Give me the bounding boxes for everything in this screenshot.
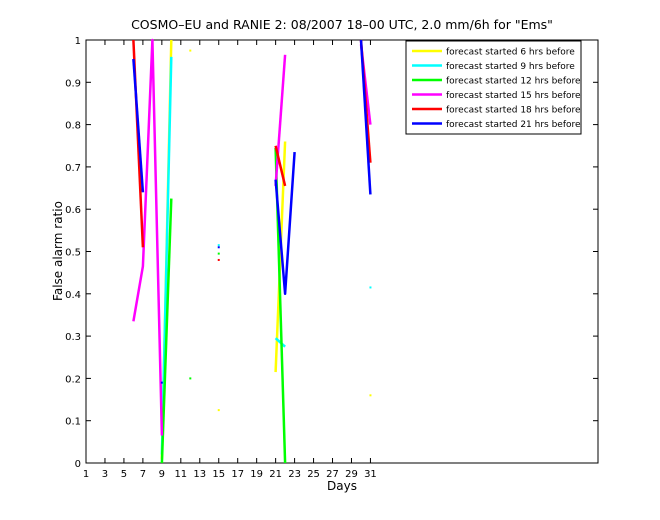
- series-line-4: [132, 38, 164, 436]
- series-point-1: [217, 409, 220, 412]
- y-tick-label: 0.2: [65, 374, 81, 385]
- x-axis-label: Days: [327, 479, 357, 493]
- x-tick-label: 29: [345, 469, 358, 480]
- series-point-6: [160, 381, 163, 384]
- x-tick-label: 7: [140, 469, 146, 480]
- x-tick-label: 5: [121, 469, 127, 480]
- legend-entry: forecast started 12 hrs before: [446, 77, 581, 87]
- x-tick-label: 25: [307, 469, 320, 480]
- series-line-5: [274, 145, 287, 187]
- legend-box: [405, 40, 582, 135]
- series-point-2: [217, 244, 220, 247]
- x-tick-label: 1: [83, 469, 89, 480]
- x-tick-label: 15: [212, 469, 225, 480]
- y-tick-label: 0.3: [65, 332, 81, 343]
- series-point-5: [217, 258, 220, 261]
- x-tick-label: 23: [288, 469, 301, 480]
- y-axis-label: False alarm ratio: [51, 201, 65, 301]
- y-tick-label: 0.6: [65, 205, 81, 216]
- series-point-3: [217, 252, 220, 255]
- chart-title: COSMO–EU and RANIE 2: 08/2007 18–00 UTC,…: [131, 17, 553, 32]
- series-line-6: [274, 152, 296, 296]
- x-tick-label: 19: [250, 469, 263, 480]
- series-point-1: [369, 394, 372, 397]
- x-tick-label: 3: [102, 469, 108, 480]
- series-point-3: [189, 377, 192, 380]
- y-tick-label: 0.1: [65, 417, 81, 428]
- series-group: [132, 38, 372, 464]
- x-tick-label: 31: [364, 469, 377, 480]
- x-tick-label: 11: [174, 469, 187, 480]
- series-line-4: [274, 54, 287, 186]
- y-tick-label: 0.5: [65, 248, 81, 259]
- y-tick-label: 0: [75, 459, 81, 470]
- y-tick-label: 0.7: [65, 163, 81, 174]
- series-point-1: [189, 49, 192, 52]
- y-tick-label: 1: [75, 36, 81, 47]
- legend-entry: forecast started 9 hrs before: [446, 62, 575, 72]
- x-axis: 1 3 5 7 9 11 13 15 17 19 21 23 25 27 29 31: [83, 40, 377, 480]
- x-tick-label: 21: [269, 469, 282, 480]
- y-tick-label: 0.9: [65, 78, 81, 89]
- x-tick-label: 17: [231, 469, 244, 480]
- legend: forecast started 6 hrs before forecast st…: [405, 40, 582, 135]
- legend-entry: forecast started 15 hrs before: [446, 91, 581, 101]
- series-line-3: [160, 198, 173, 464]
- y-tick-label: 0.8: [65, 121, 81, 132]
- legend-entry: forecast started 18 hrs before: [446, 106, 581, 116]
- series-point-6: [217, 246, 220, 249]
- y-axis: 0 0.1 0.2 0.3 0.4 0.5 0.6 0.7 0.8 0.9 1: [65, 36, 598, 470]
- series-line-6: [132, 58, 145, 193]
- x-tick-label: 13: [193, 469, 206, 480]
- x-tick-label: 27: [326, 469, 339, 480]
- y-tick-label: 0.4: [65, 290, 81, 301]
- series-point-2: [369, 286, 372, 289]
- legend-entry: forecast started 21 hrs before: [446, 120, 581, 130]
- legend-entry: forecast started 6 hrs before: [446, 48, 575, 58]
- x-tick-label: 9: [159, 469, 165, 480]
- series-line-6: [359, 39, 372, 195]
